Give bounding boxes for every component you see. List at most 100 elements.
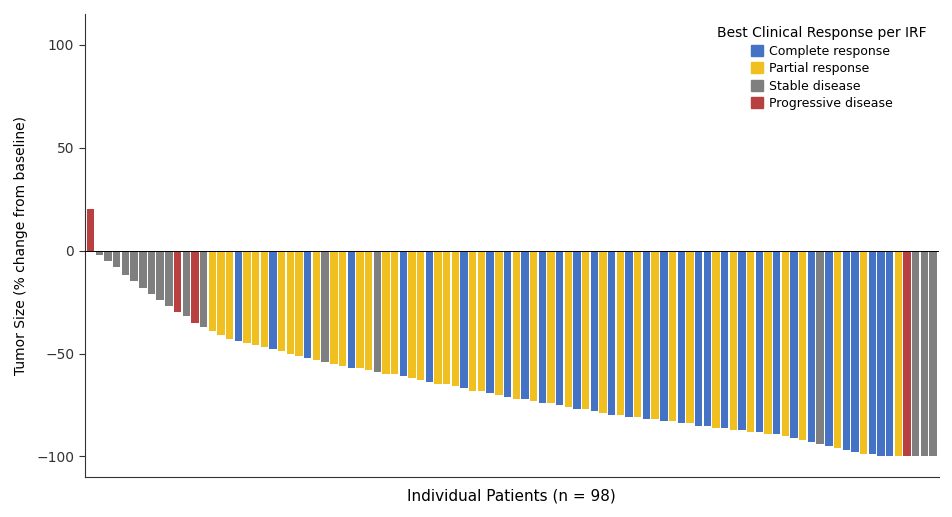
Bar [789, 251, 797, 438]
Bar [607, 251, 615, 415]
X-axis label: Individual Patients (n = 98): Individual Patients (n = 98) [407, 488, 616, 503]
Bar [451, 251, 459, 386]
Bar [347, 251, 354, 368]
Bar [902, 251, 910, 457]
Bar [685, 251, 693, 423]
Bar [920, 251, 927, 457]
Bar [329, 251, 337, 364]
Bar [105, 251, 111, 261]
Bar [538, 251, 545, 403]
Y-axis label: Tumor Size (% change from baseline): Tumor Size (% change from baseline) [14, 116, 28, 375]
Bar [720, 251, 727, 428]
Bar [642, 251, 649, 419]
Bar [130, 251, 138, 281]
Bar [87, 209, 94, 251]
Bar [772, 251, 780, 434]
Bar [113, 251, 120, 267]
Bar [261, 251, 268, 347]
Bar [928, 251, 936, 457]
Bar [460, 251, 467, 388]
Bar [746, 251, 754, 432]
Bar [625, 251, 632, 417]
Bar [729, 251, 736, 430]
Bar [495, 251, 502, 394]
Bar [217, 251, 225, 335]
Bar [546, 251, 554, 403]
Bar [877, 251, 883, 457]
Bar [677, 251, 684, 423]
Bar [824, 251, 832, 446]
Bar [191, 251, 198, 323]
Bar [694, 251, 702, 425]
Bar [798, 251, 805, 440]
Bar [443, 251, 450, 384]
Bar [399, 251, 407, 376]
Bar [208, 251, 216, 331]
Bar [373, 251, 381, 372]
Bar [711, 251, 719, 428]
Bar [200, 251, 208, 327]
Legend: Complete response, Partial response, Stable disease, Progressive disease: Complete response, Partial response, Sta… [710, 20, 932, 116]
Bar [148, 251, 155, 294]
Bar [382, 251, 389, 374]
Bar [468, 251, 476, 390]
Bar [434, 251, 442, 384]
Bar [660, 251, 666, 421]
Bar [407, 251, 415, 378]
Bar [529, 251, 537, 401]
Bar [703, 251, 710, 425]
Bar [651, 251, 658, 419]
Bar [590, 251, 598, 411]
Bar [321, 251, 328, 362]
Bar [295, 251, 303, 356]
Bar [885, 251, 892, 457]
Bar [251, 251, 259, 345]
Bar [304, 251, 311, 358]
Bar [582, 251, 588, 409]
Bar [278, 251, 286, 352]
Bar [477, 251, 485, 390]
Bar [867, 251, 875, 454]
Bar [234, 251, 242, 341]
Bar [226, 251, 233, 339]
Bar [139, 251, 147, 287]
Bar [755, 251, 763, 432]
Bar [417, 251, 424, 381]
Bar [173, 251, 181, 312]
Bar [738, 251, 744, 430]
Bar [156, 251, 164, 300]
Bar [486, 251, 493, 392]
Bar [243, 251, 250, 343]
Bar [504, 251, 510, 397]
Bar [911, 251, 919, 457]
Bar [356, 251, 364, 368]
Bar [339, 251, 346, 366]
Bar [599, 251, 606, 413]
Bar [859, 251, 866, 454]
Bar [287, 251, 294, 354]
Bar [122, 251, 129, 275]
Bar [842, 251, 849, 450]
Bar [764, 251, 771, 434]
Bar [95, 251, 103, 255]
Bar [269, 251, 276, 349]
Bar [633, 251, 641, 417]
Bar [894, 251, 901, 457]
Bar [781, 251, 788, 436]
Bar [512, 251, 520, 399]
Bar [573, 251, 580, 409]
Bar [816, 251, 823, 444]
Bar [312, 251, 320, 360]
Bar [165, 251, 172, 306]
Bar [616, 251, 624, 415]
Bar [426, 251, 432, 382]
Bar [555, 251, 563, 405]
Bar [390, 251, 398, 374]
Bar [807, 251, 814, 442]
Bar [833, 251, 841, 448]
Bar [564, 251, 571, 407]
Bar [365, 251, 372, 370]
Bar [521, 251, 528, 399]
Bar [668, 251, 676, 421]
Bar [183, 251, 189, 316]
